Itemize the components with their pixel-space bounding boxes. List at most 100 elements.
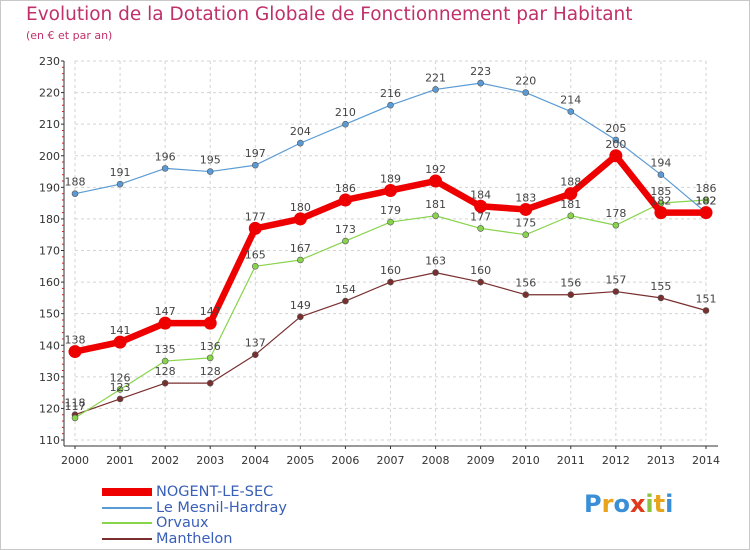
data-label: 165 <box>245 248 266 261</box>
data-label: 200 <box>605 138 626 151</box>
data-label: 157 <box>605 274 626 287</box>
data-point <box>522 291 530 299</box>
data-point <box>612 221 620 229</box>
data-label: 197 <box>245 147 266 160</box>
x-tick-label: 2002 <box>151 454 179 467</box>
data-label: 185 <box>650 185 671 198</box>
data-point <box>699 206 713 220</box>
data-label: 188 <box>65 176 86 189</box>
data-point <box>387 218 394 226</box>
y-tick-label: 200 <box>39 150 60 163</box>
data-point <box>206 354 214 362</box>
chart-title: Evolution de la Dotation Globale de Fonc… <box>26 4 633 25</box>
data-point <box>384 183 397 197</box>
legend-item: Le Mesnil-Hardray <box>102 500 287 516</box>
data-label: 118 <box>65 397 86 410</box>
data-point <box>297 256 304 264</box>
data-label: 167 <box>290 242 311 255</box>
data-label: 196 <box>155 150 176 163</box>
data-point <box>519 202 533 216</box>
logo-letter: t <box>653 490 666 518</box>
x-tick-label: 2011 <box>557 454 585 467</box>
y-tick-label: 150 <box>39 308 60 321</box>
data-point <box>564 187 578 201</box>
legend-swatch <box>102 522 152 524</box>
data-label: 181 <box>425 198 446 211</box>
logo-letter: i <box>665 490 674 518</box>
data-label: 191 <box>110 166 131 179</box>
data-label: 149 <box>290 299 311 312</box>
data-point <box>251 161 259 169</box>
y-tick-label: 130 <box>39 371 60 384</box>
data-point <box>522 89 530 96</box>
data-label: 147 <box>155 305 176 318</box>
y-tick-label: 220 <box>39 87 60 100</box>
data-label: 178 <box>605 207 626 220</box>
data-point <box>657 171 665 178</box>
data-point <box>116 386 124 393</box>
data-point <box>567 291 575 299</box>
data-point <box>342 297 349 305</box>
data-point <box>609 149 623 163</box>
data-label: 220 <box>515 75 536 88</box>
data-point <box>248 221 262 235</box>
data-label: 177 <box>470 210 491 223</box>
data-label: 151 <box>696 293 717 306</box>
data-point <box>161 379 169 387</box>
data-label: 205 <box>605 122 626 135</box>
data-label: 186 <box>335 182 356 195</box>
data-label: 155 <box>650 280 671 293</box>
x-tick-label: 2003 <box>196 454 224 467</box>
data-point <box>522 231 530 239</box>
data-point <box>387 278 394 286</box>
data-point <box>429 174 443 188</box>
x-tick-label: 2004 <box>241 454 269 467</box>
data-label: 183 <box>515 191 536 204</box>
data-label: 214 <box>560 94 581 107</box>
data-label: 177 <box>245 210 266 223</box>
data-label: 173 <box>335 223 356 236</box>
logo-letter: x <box>629 490 646 518</box>
legend-label: Orvaux <box>156 515 209 531</box>
y-tick-label: 230 <box>39 55 60 68</box>
x-tick-label: 2000 <box>61 454 89 467</box>
y-tick-label: 170 <box>39 245 60 258</box>
data-label: 188 <box>560 176 581 189</box>
x-tick-label: 2009 <box>467 454 495 467</box>
data-label: 163 <box>425 255 446 268</box>
legend-swatch <box>102 537 152 540</box>
data-point <box>477 278 484 286</box>
data-label: 123 <box>110 381 131 394</box>
data-point <box>297 139 304 147</box>
data-point <box>432 269 439 276</box>
data-label: 117 <box>65 400 86 413</box>
logo-letter: r <box>601 490 614 518</box>
data-label: 147 <box>200 305 221 318</box>
data-label: 180 <box>290 201 311 214</box>
data-point <box>654 206 668 220</box>
x-tick-label: 2008 <box>422 454 450 467</box>
data-point <box>251 351 259 359</box>
data-point <box>432 86 439 93</box>
data-point <box>116 180 124 188</box>
data-label: 179 <box>380 204 401 217</box>
logo-letter: P <box>584 490 602 518</box>
legend-item: NOGENT-LE-SEC <box>102 484 273 500</box>
data-label: 192 <box>425 163 446 176</box>
x-tick-label: 2006 <box>331 454 359 467</box>
data-point <box>158 316 172 330</box>
data-point <box>116 395 124 403</box>
data-point <box>338 193 352 207</box>
data-label: 181 <box>560 198 581 211</box>
data-point <box>342 120 349 128</box>
y-tick-label: 140 <box>39 339 60 352</box>
x-tick-label: 2014 <box>692 454 720 467</box>
data-label: 182 <box>696 195 717 208</box>
data-point <box>161 357 169 365</box>
data-label: 204 <box>290 125 311 138</box>
data-point <box>567 108 575 115</box>
x-tick-label: 2001 <box>106 454 134 467</box>
data-label: 216 <box>380 87 401 100</box>
y-tick-label: 190 <box>39 181 60 194</box>
